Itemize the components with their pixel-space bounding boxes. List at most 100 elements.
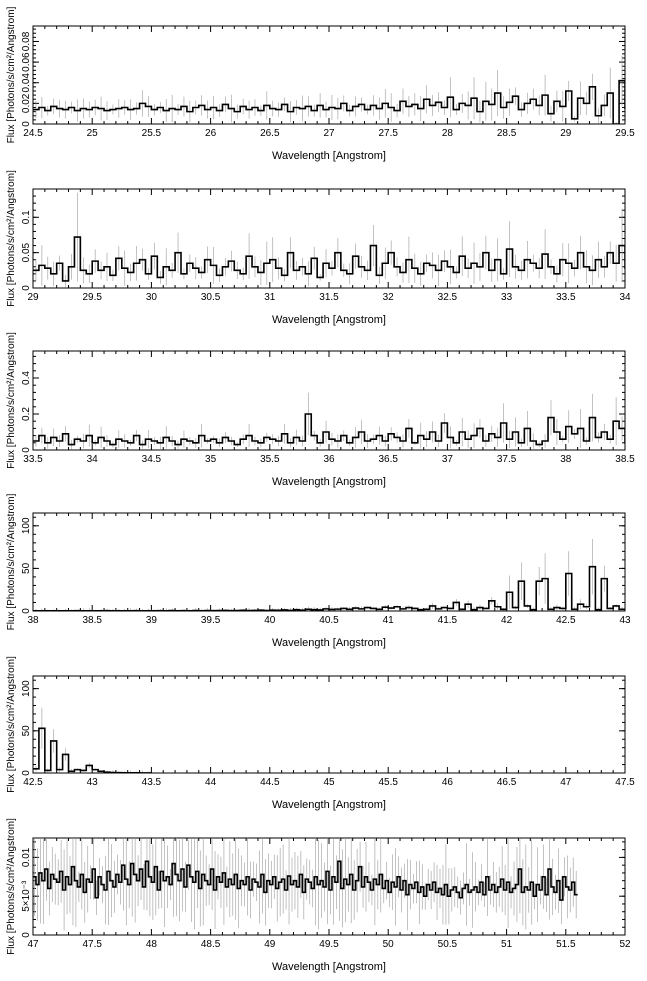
x-tick-label: 44.5 [260, 777, 280, 788]
x-tick-label: 42.5 [556, 615, 576, 626]
x-tick-label: 31.5 [319, 292, 339, 303]
y-axis-label: Flux [Photons/s/cm²/Angstrom] [6, 493, 17, 630]
x-tick-label: 41.5 [438, 615, 458, 626]
x-tick-label: 46.5 [497, 777, 517, 788]
error-bars [34, 838, 577, 931]
x-tick-label: 45.5 [378, 777, 398, 788]
x-tick-label: 36.5 [378, 454, 398, 465]
spectrum-line [33, 79, 625, 124]
x-tick-label: 28.5 [497, 128, 517, 139]
panel-3: 33.5 34 34.5 35 35.5 36 36.5 37 37.5 38 38.5 0 0.2 0.… [6, 332, 635, 488]
plot-frame [32, 675, 626, 774]
x-tick-label: 47.5 [615, 777, 635, 788]
x-tick-label: 29 [560, 128, 572, 139]
x-tick-label: 29.5 [615, 128, 635, 139]
x-tick-label: 41 [383, 615, 395, 626]
x-tick-label: 43.5 [142, 777, 162, 788]
y-tick-label: 50 [21, 562, 32, 574]
spectrum-line [33, 860, 578, 901]
y-tick-label: 0 [21, 932, 32, 938]
y-axis-label: Flux [Photons/s/cm²/Angstrom] [6, 656, 17, 793]
x-tick-label: 49.5 [319, 939, 339, 950]
panel-5: 42.5 43 43.5 44 44.5 45 45.5 46 46.5 47 47.5 0 50 100… [6, 656, 635, 811]
x-tick-label: 27 [323, 128, 335, 139]
x-tick-label: 32.5 [438, 292, 458, 303]
x-tick-label: 30.5 [201, 292, 221, 303]
x-tick-label: 40 [264, 615, 276, 626]
y-tick-label: 0.2 [21, 407, 32, 421]
x-tick-label: 38.5 [82, 615, 102, 626]
x-tick-label: 43 [619, 615, 631, 626]
spectrum-line [33, 565, 625, 611]
y-axis-label: Flux [Photons/s/cm²/Angstrom] [6, 170, 17, 307]
x-axis-label: Wavelength [Angstrom] [272, 637, 386, 649]
y-tick-label: 0.01 [21, 847, 32, 867]
x-tick-label: 40.5 [319, 615, 339, 626]
x-tick-label: 42 [501, 615, 513, 626]
y-axis-label: Flux [Photons/s/cm²/Angstrom] [6, 818, 17, 955]
x-tick-label: 48 [146, 939, 158, 950]
y-tick-label: 0 [21, 608, 32, 614]
x-axis-label: Wavelength [Angstrom] [272, 961, 386, 973]
spectrum-line [33, 727, 152, 773]
panel-1: 24.5 25 25.5 26 26.5 27 27.5 28 28.5 29 29.500.020… [6, 6, 635, 162]
x-tick-label: 24.5 [23, 128, 43, 139]
x-tick-label: 33.5 [23, 454, 43, 465]
x-tick-label: 47.5 [82, 939, 102, 950]
spectrum-line [33, 236, 625, 282]
x-tick-label: 47 [560, 777, 572, 788]
y-tick-label: 0.4 [21, 371, 32, 385]
x-tick-label: 48.5 [201, 939, 221, 950]
x-tick-label: 52 [619, 939, 631, 950]
y-tick-label: 0.05 [21, 242, 32, 262]
x-tick-label: 49 [264, 939, 276, 950]
x-tick-label: 37.5 [497, 454, 517, 465]
x-tick-label: 46 [442, 777, 454, 788]
x-axis-label: Wavelength [Angstrom] [272, 314, 386, 326]
panel-4: 38 38.5 39 39.5 40 40.5 41 41.5 42 42.5 43 0 50 100 Wa… [6, 493, 631, 649]
x-tick-label: 34 [619, 292, 631, 303]
plot-frame [32, 188, 626, 289]
y-tick-label: 0.06 [21, 52, 32, 72]
panel-2: 29 29.5 30 30.5 31 31.5 32 32.5 33 33.5 34 0 0.05 0.1… [6, 170, 631, 326]
y-tick-label: 100 [21, 680, 32, 697]
x-tick-label: 31 [264, 292, 276, 303]
x-tick-label: 30 [146, 292, 158, 303]
x-tick-label: 29.5 [82, 292, 102, 303]
x-tick-label: 35.5 [260, 454, 280, 465]
x-axis-label: Wavelength [Angstrom] [272, 476, 386, 488]
y-tick-label: 100 [21, 517, 32, 534]
x-tick-label: 51 [501, 939, 513, 950]
x-tick-label: 33 [501, 292, 513, 303]
x-tick-label: 26.5 [260, 128, 280, 139]
x-tick-label: 34 [87, 454, 99, 465]
x-tick-label: 43 [87, 777, 99, 788]
y-axis-label: Flux [Photons/s/cm²/Angstrom] [6, 332, 17, 469]
x-tick-label: 45 [323, 777, 335, 788]
spectrum-line [33, 413, 625, 446]
error-bars [35, 539, 623, 611]
x-tick-label: 39.5 [201, 615, 221, 626]
panel-6: 47 47.5 48 48.5 49 49.5 50 50.5 51 51.5 52 0 5×10⁻³ 0… [6, 818, 631, 973]
y-tick-label: 5×10⁻³ [21, 880, 32, 912]
x-axis-label: Wavelength [Angstrom] [272, 799, 386, 811]
x-tick-label: 42.5 [23, 777, 43, 788]
y-axis-label: Flux [Photons/s/cm²/Angstrom] [6, 6, 17, 143]
x-tick-label: 44 [205, 777, 217, 788]
x-tick-label: 27.5 [378, 128, 398, 139]
x-tick-label: 34.5 [142, 454, 162, 465]
x-tick-label: 51.5 [556, 939, 576, 950]
y-tick-label: 0.08 [21, 31, 32, 51]
y-tick-label: 50 [21, 725, 32, 737]
y-tick-label: 0 [21, 121, 32, 127]
error-bars [35, 392, 623, 450]
x-tick-label: 35 [205, 454, 217, 465]
x-tick-label: 33.5 [556, 292, 576, 303]
x-tick-label: 28 [442, 128, 454, 139]
x-tick-label: 38.5 [615, 454, 635, 465]
y-tick-label: 0 [21, 447, 32, 453]
x-tick-label: 36 [323, 454, 335, 465]
x-tick-label: 38 [27, 615, 39, 626]
x-tick-label: 39 [146, 615, 158, 626]
